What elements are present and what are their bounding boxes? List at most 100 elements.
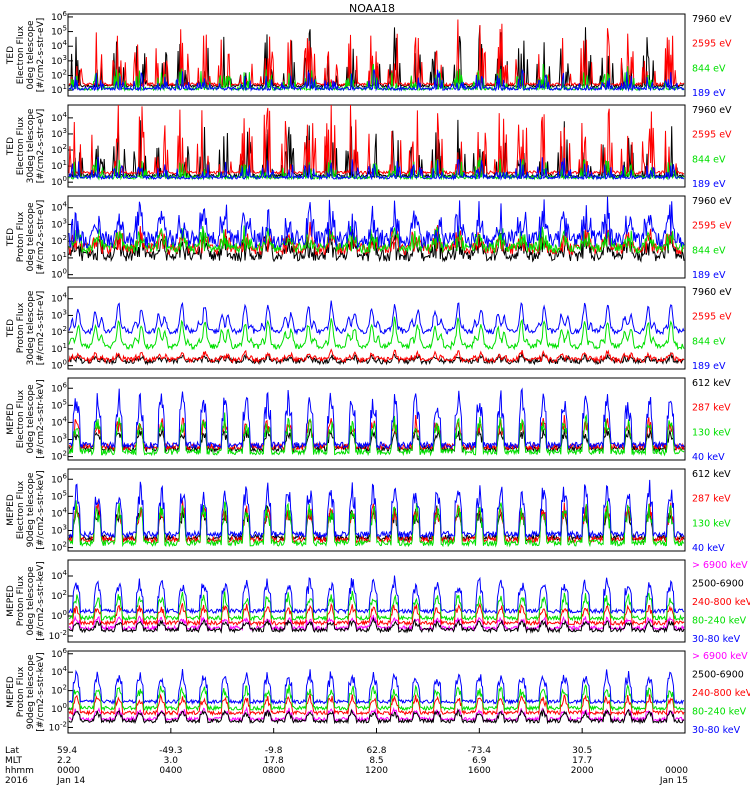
legend-entry: 612 keV bbox=[692, 378, 731, 389]
y-axis-label-line: 90deg telescope bbox=[26, 654, 36, 729]
y-tick-label: 103 bbox=[51, 308, 67, 321]
panel-6: 102 103 104 105 106 MEPED Electron Flux 90deg t… bbox=[6, 468, 731, 554]
legend-entry: 130 keV bbox=[692, 427, 731, 438]
y-axis-label-line: [#/cm2-s-str-keV] bbox=[36, 379, 46, 458]
y-tick-label: 106 bbox=[51, 472, 67, 485]
x-row-label: hhmm bbox=[5, 766, 34, 776]
y-tick-label: 105 bbox=[51, 398, 67, 411]
y-axis-label-line: [#/cm2-s-str-keV] bbox=[36, 561, 46, 640]
y-axis-label-line: 0deg telescope bbox=[26, 20, 36, 90]
legend-entry: 2595 eV bbox=[692, 39, 732, 50]
y-tick-label: 100 bbox=[51, 268, 67, 281]
y-tick-label: 104 bbox=[51, 506, 67, 519]
x-tick-hhmm: 0000 bbox=[57, 766, 80, 776]
series-line-blue bbox=[68, 479, 685, 539]
y-axis-label-line: 0deg telescope bbox=[26, 384, 36, 454]
legend-entry: 40 keV bbox=[692, 452, 725, 463]
x-tick-lat: 59.4 bbox=[57, 746, 77, 756]
y-axis-label-line: [#/cm2-s-str-keV] bbox=[36, 470, 46, 549]
y-axis-label-line: MEPED bbox=[6, 403, 16, 435]
legend-entry: 80-240 keV bbox=[692, 616, 747, 627]
y-tick-label: 102 bbox=[51, 325, 67, 338]
y-tick-label: 100 bbox=[51, 609, 67, 622]
series-line-blue bbox=[68, 300, 685, 336]
x-tick-mlt: 17.7 bbox=[572, 756, 592, 766]
y-tick-label: 104 bbox=[51, 111, 67, 124]
panel-3: 100 101 102 103 104 TED Proton Flux 0deg telesc… bbox=[6, 195, 732, 281]
panel-frame bbox=[67, 195, 686, 279]
legend-entry: 2500-6900 bbox=[692, 670, 744, 681]
y-axis-label-line: [#/cm2-s-str-eV] bbox=[36, 109, 46, 184]
y-axis-label-line: [#/cm2-s-str-keV] bbox=[36, 652, 46, 731]
x-tick-mlt: 2.2 bbox=[57, 756, 71, 766]
y-tick-label: 104 bbox=[51, 39, 67, 52]
y-axis-label-line: 30deg telescope bbox=[26, 290, 36, 365]
panel-7: 10-2 100 102 104 MEPED Proton Flux 0deg telesc… bbox=[6, 559, 750, 645]
y-tick-label: 101 bbox=[51, 159, 67, 172]
y-tick-label: 103 bbox=[51, 217, 67, 230]
legend-entry: 612 keV bbox=[692, 469, 731, 480]
legend-entry: 2595 eV bbox=[692, 312, 732, 323]
legend-entry: 844 eV bbox=[692, 63, 726, 74]
legend-entry: 189 eV bbox=[692, 88, 726, 99]
y-axis-label-line: 30deg telescope bbox=[26, 108, 36, 183]
x-tick-mlt: 8.5 bbox=[369, 756, 383, 766]
x-tick-hhmm: 0400 bbox=[159, 766, 182, 776]
y-tick-label: 102 bbox=[51, 143, 67, 156]
legend-entry: 30-80 keV bbox=[692, 725, 741, 736]
legend-entry: 80-240 keV bbox=[692, 707, 747, 718]
panel-4: 100 101 102 103 104 TED Proton Flux 30deg teles… bbox=[6, 286, 732, 372]
y-tick-label: 101 bbox=[51, 83, 67, 96]
panel-frame bbox=[67, 559, 686, 643]
series-line-blue bbox=[68, 575, 685, 615]
y-axis-label-line: Electron Flux bbox=[16, 116, 26, 175]
panel-frame bbox=[67, 377, 686, 461]
y-axis-label-line: Electron Flux bbox=[16, 389, 26, 448]
y-tick-label: 106 bbox=[51, 381, 67, 394]
y-tick-label: 102 bbox=[51, 589, 67, 602]
y-tick-label: 104 bbox=[51, 415, 67, 428]
y-axis-label-line: Proton Flux bbox=[16, 302, 26, 353]
series-line-blue bbox=[68, 387, 685, 450]
y-tick-label: 105 bbox=[51, 489, 67, 502]
x-tick-hhmm: 0000 bbox=[665, 766, 688, 776]
y-tick-label: 102 bbox=[51, 69, 67, 82]
y-tick-label: 105 bbox=[51, 25, 67, 38]
panel-frame bbox=[67, 13, 686, 97]
y-axis-label-line: TED bbox=[6, 137, 16, 156]
x-tick-mlt: 6.9 bbox=[472, 756, 487, 766]
series-line-black bbox=[68, 616, 685, 634]
series-line-blue bbox=[68, 68, 685, 92]
y-axis-label-line: Proton Flux bbox=[16, 211, 26, 262]
y-axis-label-line: MEPED bbox=[6, 494, 16, 526]
x-row-label: Lat bbox=[5, 746, 20, 756]
x-tick-mlt: 17.8 bbox=[264, 756, 284, 766]
panel-5: 102 103 104 105 106 MEPED Electron Flux 0deg te… bbox=[6, 377, 731, 463]
series-line-black bbox=[68, 228, 685, 263]
y-tick-label: 104 bbox=[51, 292, 67, 305]
y-tick-label: 100 bbox=[51, 702, 67, 715]
legend-entry: 287 keV bbox=[692, 494, 731, 505]
legend-entry: 189 eV bbox=[692, 179, 726, 190]
x-tick-hhmm: 0800 bbox=[262, 766, 285, 776]
y-tick-label: 102 bbox=[51, 234, 67, 247]
series-line-red bbox=[68, 19, 685, 88]
legend-entry: 287 keV bbox=[692, 403, 731, 414]
panel-frame bbox=[67, 104, 686, 188]
y-axis-label-line: [#/cm2-s-str-eV] bbox=[36, 291, 46, 366]
legend-entry: 189 eV bbox=[692, 361, 726, 372]
y-tick-label: 101 bbox=[51, 251, 67, 264]
series-line-blue bbox=[68, 156, 685, 181]
legend-entry: 130 keV bbox=[692, 518, 731, 529]
y-tick-label: 103 bbox=[51, 54, 67, 67]
panel-frame bbox=[67, 468, 686, 552]
y-tick-label: 100 bbox=[51, 359, 67, 372]
panel-2: 100 101 102 103 104 TED Electron Flux 30deg tel… bbox=[6, 104, 732, 190]
y-tick-label: 102 bbox=[51, 541, 67, 554]
y-tick-label: 10-2 bbox=[49, 629, 67, 642]
legend-entry: 2595 eV bbox=[692, 130, 732, 141]
x-tick-hhmm: 2000 bbox=[571, 766, 594, 776]
x-tick-lat: -49.3 bbox=[159, 746, 182, 756]
y-axis-label-line: Proton Flux bbox=[16, 666, 26, 717]
legend-entry: 7960 eV bbox=[692, 14, 732, 25]
